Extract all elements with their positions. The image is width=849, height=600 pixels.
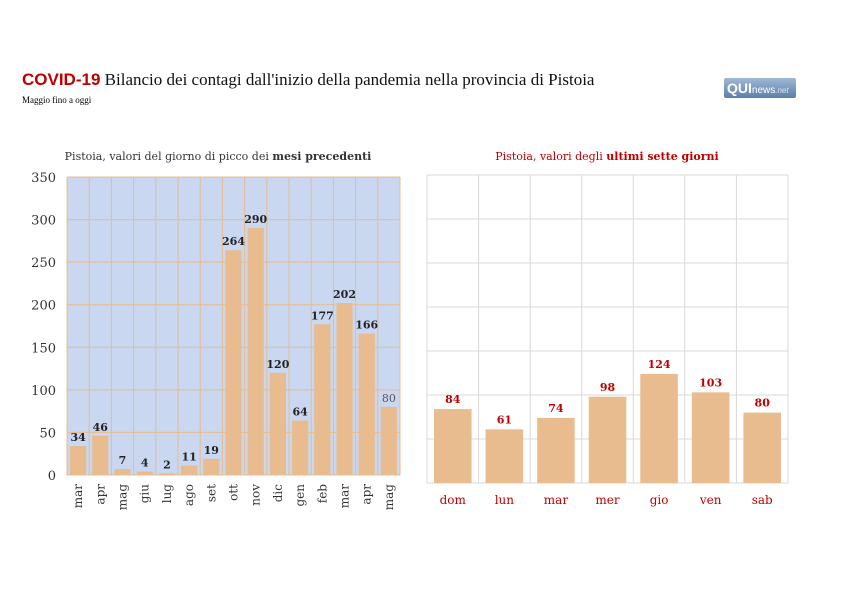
x-tick-label: gen [293, 484, 307, 507]
x-tick-label: mag [382, 484, 396, 511]
x-tick-label: nov [249, 484, 263, 506]
data-label: 264 [222, 235, 245, 248]
x-tick-label: set [204, 484, 218, 502]
y-tick-label: 300 [31, 214, 56, 229]
bar [158, 473, 175, 475]
bar [292, 420, 309, 475]
quinews-logo: QUInews.net [724, 78, 796, 98]
data-label: 64 [292, 406, 308, 419]
x-tick-label: lun [495, 493, 515, 507]
bar [691, 392, 730, 483]
data-label: 84 [445, 393, 461, 406]
bar [203, 458, 220, 475]
y-tick-label: 250 [31, 256, 56, 271]
data-label: 124 [648, 358, 671, 371]
bar [358, 333, 375, 475]
bar [485, 429, 524, 483]
data-label: 19 [204, 444, 219, 457]
x-tick-label: ago [182, 484, 196, 506]
data-label: 80 [755, 397, 771, 410]
x-tick-label: gio [650, 493, 669, 507]
x-tick-label: dom [440, 493, 467, 507]
data-label: 46 [93, 421, 109, 434]
bar [181, 465, 198, 475]
y-tick-label: 100 [31, 384, 56, 399]
title-text: Bilancio dei contagi dall'inizio della p… [104, 70, 595, 89]
bar [136, 471, 153, 475]
x-tick-label: lug [160, 484, 174, 504]
data-label: 74 [548, 402, 564, 415]
x-tick-label: giu [138, 484, 152, 504]
data-label: 11 [181, 451, 196, 464]
data-label: 61 [497, 413, 512, 426]
x-tick-label: ven [699, 493, 722, 507]
x-tick-label: mar [338, 484, 352, 509]
bar [537, 417, 575, 483]
bar [380, 406, 397, 475]
y-tick-label: 50 [39, 426, 56, 441]
bar [114, 469, 131, 475]
page-title: COVID-19 Bilancio dei contagi dall'inizi… [22, 70, 594, 90]
x-tick-label: ott [227, 484, 241, 501]
x-tick-label: dic [271, 484, 285, 503]
left-chart-title: Pistoia, valori del giorno di picco dei … [65, 150, 372, 163]
x-tick-label: mag [116, 484, 130, 511]
x-tick-label: sab [752, 493, 773, 507]
x-tick-label: mer [595, 493, 619, 507]
bar [225, 250, 242, 475]
data-label: 2 [163, 458, 171, 471]
bar [588, 396, 627, 483]
data-label: 7 [119, 454, 127, 467]
bar [269, 372, 286, 475]
x-tick-label: apr [360, 484, 374, 505]
data-label: 166 [355, 319, 378, 332]
x-tick-label: mar [544, 493, 569, 507]
bar [434, 409, 472, 483]
bar [70, 446, 87, 475]
x-tick-label: mar [71, 484, 85, 509]
bar [92, 435, 109, 475]
data-label: 34 [70, 431, 86, 444]
bar [336, 303, 353, 475]
y-tick-label: 0 [48, 469, 56, 484]
data-label: 80 [382, 392, 396, 405]
data-label: 103 [699, 376, 722, 389]
y-tick-label: 150 [31, 341, 56, 356]
data-label: 202 [333, 288, 356, 301]
data-label: 290 [244, 213, 267, 226]
bar [314, 324, 331, 475]
title-prefix: COVID-19 [22, 70, 101, 89]
right-chart-title: Pistoia, valori degli ultimi sette giorn… [495, 150, 718, 163]
data-label: 98 [600, 381, 616, 394]
page-subtitle: Maggio fino a oggi [22, 95, 92, 105]
y-tick-label: 200 [31, 299, 56, 314]
bar [247, 228, 264, 475]
data-label: 120 [266, 358, 289, 371]
x-tick-label: feb [315, 484, 329, 504]
y-tick-label: 350 [31, 171, 56, 186]
x-tick-label: apr [93, 484, 107, 505]
bar [640, 373, 678, 483]
data-label: 177 [311, 309, 334, 322]
bar [743, 412, 781, 483]
data-label: 4 [141, 457, 149, 470]
